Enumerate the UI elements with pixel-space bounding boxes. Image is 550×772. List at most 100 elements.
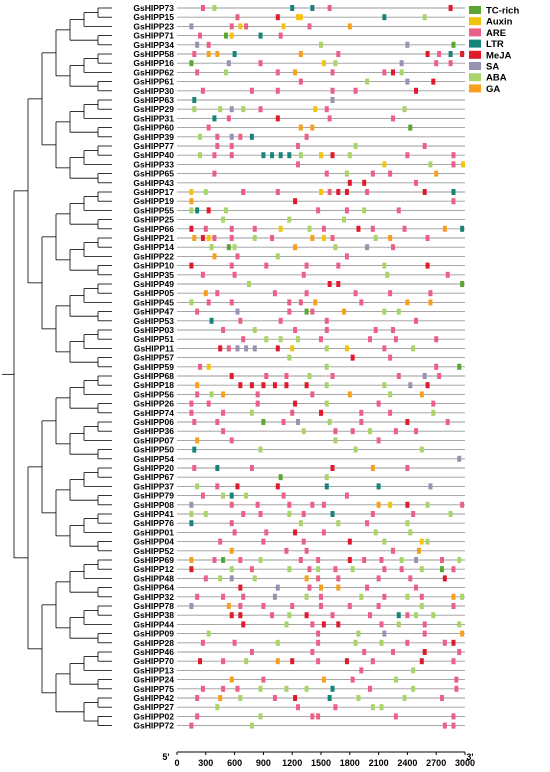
- cis-element-ga: [189, 557, 194, 563]
- cis-element-are: [203, 575, 208, 582]
- gene-label: GsHIPP22: [133, 251, 174, 261]
- cis-element-are: [249, 649, 254, 655]
- cis-element-are: [264, 373, 269, 379]
- cis-element-ga: [370, 465, 375, 471]
- x-tick-label: 1200: [282, 758, 302, 768]
- cis-element-sa: [405, 41, 410, 48]
- cis-element-auxin: [382, 161, 387, 168]
- gene-label: GsHIPP03: [133, 325, 174, 335]
- cis-element-are: [307, 584, 312, 591]
- cis-element-are: [373, 327, 378, 333]
- gene-label: GsHIPP20: [133, 463, 174, 473]
- cis-element-are: [451, 152, 456, 159]
- cis-element-aba: [287, 511, 292, 517]
- cis-element-are: [370, 658, 375, 665]
- cis-element-meja: [321, 621, 326, 628]
- cis-element-aba: [356, 695, 361, 701]
- cis-element-are: [353, 290, 358, 297]
- cis-element-aba: [396, 308, 401, 315]
- cis-element-are: [275, 87, 280, 94]
- cis-element-are: [388, 290, 393, 297]
- cis-element-are: [198, 363, 203, 370]
- gene-label: GsHIPP10: [133, 261, 174, 271]
- cis-element-are: [442, 639, 447, 646]
- cis-element-are: [290, 409, 295, 416]
- legend-label: ARE: [486, 28, 506, 39]
- x-axis: 0 300 600 900 1200 1500 1800 2100 2400 2700 3000 5…: [162, 751, 475, 768]
- cis-element-are: [414, 179, 419, 186]
- cis-element-aba: [448, 511, 453, 517]
- cis-element-ltr: [330, 511, 335, 517]
- gene-label: GsHIPP06: [133, 417, 174, 427]
- cis-element-sa: [229, 106, 234, 113]
- legend-label: GA: [486, 84, 500, 95]
- cis-element-aba: [324, 400, 329, 407]
- cis-element-ga: [298, 51, 303, 57]
- cis-element-aba: [324, 474, 329, 481]
- cis-element-ltr: [310, 5, 315, 11]
- cis-element-ga: [419, 391, 424, 398]
- cis-element-are: [255, 391, 260, 398]
- cis-element-aba: [414, 612, 419, 619]
- cis-element-sa: [405, 78, 410, 85]
- cis-element-tc-rich: [451, 41, 456, 48]
- cis-element-aba: [411, 345, 416, 352]
- cis-element-are: [393, 336, 398, 343]
- cis-element-aba: [287, 354, 292, 361]
- cis-element-are: [448, 60, 453, 67]
- cis-element-aba: [189, 207, 194, 214]
- cis-element-aba: [209, 391, 214, 398]
- gene-label: GsHIPP78: [133, 601, 174, 611]
- cis-element-aba: [218, 106, 223, 113]
- cis-element-ga: [298, 124, 303, 131]
- cis-element-are: [293, 327, 298, 333]
- cis-element-are: [316, 630, 321, 637]
- cis-element-are: [221, 658, 226, 665]
- cis-element-meja: [347, 538, 352, 545]
- cis-element-are: [316, 575, 321, 582]
- cis-element-aba: [206, 630, 211, 637]
- cis-element-are: [229, 262, 234, 269]
- cis-element-are: [261, 603, 266, 609]
- three-prime-label: 3': [466, 752, 473, 762]
- cis-element-are: [399, 566, 404, 573]
- cis-element-aba: [258, 685, 263, 692]
- gene-label: GsHIPP29: [133, 104, 174, 114]
- cis-element-aba: [244, 492, 249, 499]
- cis-element-are: [451, 198, 456, 205]
- cis-element-are: [298, 557, 303, 563]
- cis-element-are: [307, 23, 312, 30]
- gene-label: GsHIPP15: [133, 12, 174, 22]
- cis-element-are: [189, 722, 194, 729]
- cis-element-aba: [284, 621, 289, 628]
- cis-element-are: [229, 299, 234, 306]
- cis-element-ga: [304, 575, 309, 582]
- cis-element-are: [434, 363, 439, 370]
- x-tick-label: 900: [256, 758, 271, 768]
- cis-element-ga: [310, 124, 315, 131]
- cis-element-are: [333, 428, 338, 435]
- cis-element-are: [195, 308, 200, 315]
- cis-element-are: [319, 593, 323, 600]
- cis-element-are: [249, 566, 254, 573]
- gene-label: GsHIPP75: [133, 684, 174, 694]
- cis-element-are: [321, 225, 326, 232]
- cis-element-are: [206, 124, 211, 131]
- legend-label: ABA: [486, 73, 507, 84]
- cis-element-sa: [295, 419, 300, 425]
- cis-element-are: [405, 152, 410, 159]
- cis-element-ltr: [215, 465, 220, 471]
- cis-element-are: [324, 106, 329, 113]
- x-axis-ticks: 0 300 600 900 1200 1500 1800 2100 2400 2700 3000: [174, 752, 475, 768]
- cis-element-are: [284, 373, 289, 379]
- cis-element-auxin: [206, 363, 211, 370]
- cis-element-are: [229, 225, 234, 232]
- cis-element-sa: [226, 60, 231, 67]
- cis-element-aba: [301, 428, 306, 435]
- x-tick-label: 0: [174, 758, 179, 768]
- cis-element-are: [281, 419, 286, 425]
- cis-element-are: [206, 299, 211, 306]
- cis-element-are: [258, 106, 263, 113]
- cis-element-are: [301, 538, 306, 545]
- cis-element-are: [442, 722, 447, 729]
